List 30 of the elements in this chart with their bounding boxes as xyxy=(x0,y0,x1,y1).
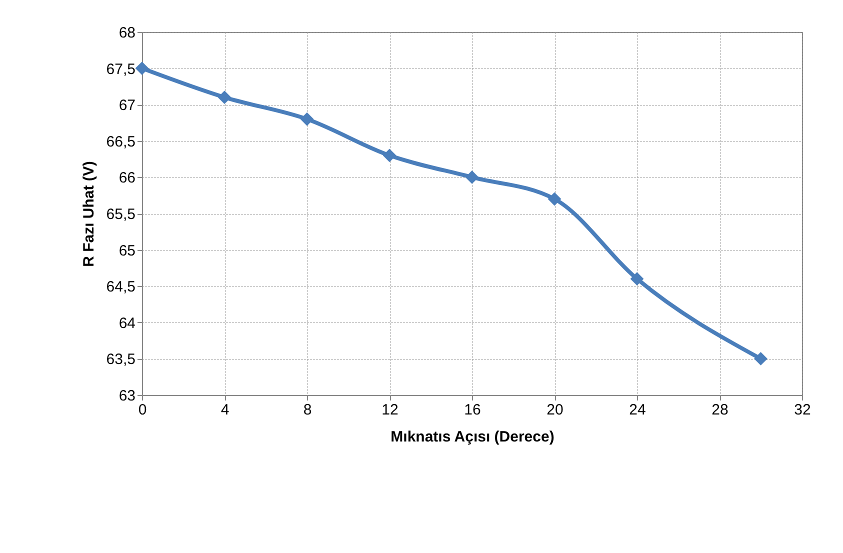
y-tick-label: 66,5 xyxy=(106,133,136,150)
point xyxy=(754,352,768,366)
x-axis-title: Mıknatıs Açısı (Derece) xyxy=(390,428,554,446)
y-tick-label: 67,5 xyxy=(106,60,136,78)
point xyxy=(630,272,644,286)
x-tick-label: 28 xyxy=(712,402,728,418)
x-tick-label: 12 xyxy=(382,402,398,418)
x-tick-label: 32 xyxy=(794,402,811,418)
x-tick-label: 16 xyxy=(464,402,481,418)
x-tick-label: 8 xyxy=(303,402,312,418)
y-tick-label: 64 xyxy=(118,314,136,332)
y-tick-label: 64,5 xyxy=(106,278,136,296)
x-tick-label: 20 xyxy=(546,402,564,418)
point xyxy=(300,112,314,126)
x-tick-label: 24 xyxy=(629,402,646,418)
point xyxy=(218,90,232,104)
x-tick-label: 4 xyxy=(220,402,230,418)
y-axis-title: R Fazı Uhat (V) xyxy=(80,161,98,267)
point xyxy=(135,62,149,76)
y-tick-label: 65,5 xyxy=(106,206,136,223)
point xyxy=(548,192,562,206)
point xyxy=(382,148,396,162)
point xyxy=(465,170,479,184)
y-tick-label: 66 xyxy=(118,170,136,187)
y-tick-label: 65 xyxy=(118,242,136,260)
y-tick-label: 63 xyxy=(118,388,136,404)
y-tick-label: 68 xyxy=(118,24,136,42)
y-tick-label: 67 xyxy=(118,97,136,114)
y-tick-label: 63,5 xyxy=(106,351,136,368)
x-tick-label: 0 xyxy=(138,402,147,418)
